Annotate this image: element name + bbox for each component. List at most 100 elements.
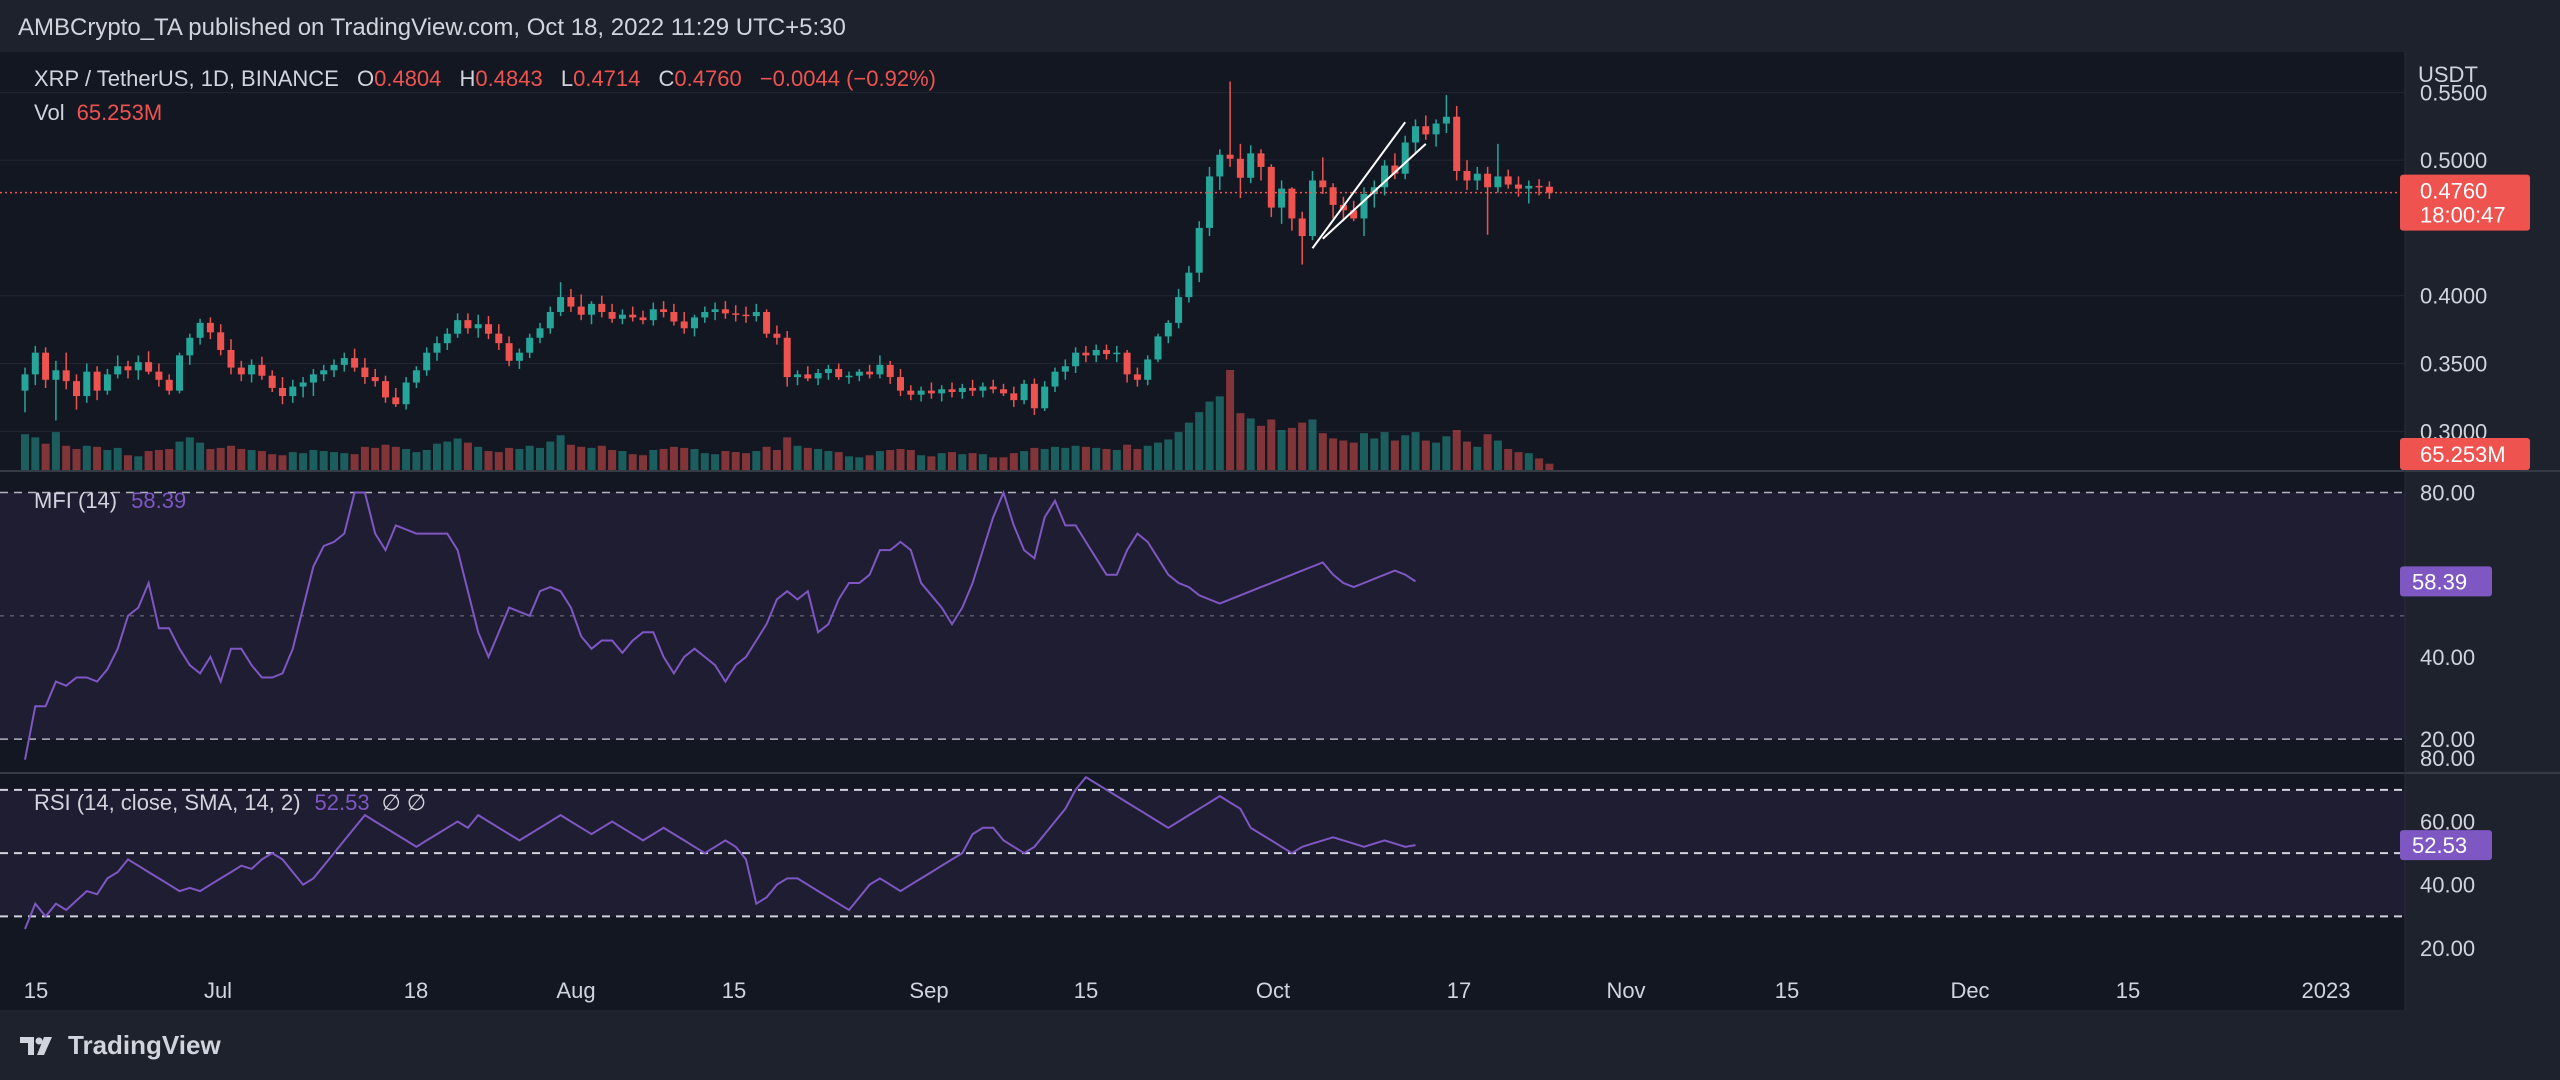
candle-body[interactable]	[1422, 126, 1430, 135]
candle-body[interactable]	[1504, 176, 1512, 185]
candle-body[interactable]	[299, 382, 307, 387]
candle-body[interactable]	[1020, 383, 1028, 401]
candle-body[interactable]	[804, 374, 812, 379]
candle-body[interactable]	[176, 355, 183, 391]
candle-body[interactable]	[732, 313, 740, 315]
candle-body[interactable]	[412, 370, 420, 383]
candle-body[interactable]	[1206, 176, 1213, 228]
candle-body[interactable]	[917, 390, 925, 395]
candle-body[interactable]	[969, 387, 977, 391]
candle-body[interactable]	[1000, 389, 1007, 394]
candle-body[interactable]	[557, 297, 565, 312]
candle-body[interactable]	[1288, 188, 1296, 219]
candle-body[interactable]	[103, 374, 111, 391]
candle-body[interactable]	[485, 324, 492, 334]
candle-body[interactable]	[1360, 194, 1368, 219]
candle-body[interactable]	[423, 352, 431, 371]
candle-body[interactable]	[1267, 166, 1275, 208]
candle-body[interactable]	[1236, 158, 1244, 178]
candle-body[interactable]	[618, 314, 626, 319]
channel-line[interactable]	[1322, 143, 1427, 240]
candle-body[interactable]	[31, 352, 39, 375]
candle-body[interactable]	[248, 364, 256, 375]
candle-body[interactable]	[958, 387, 966, 392]
candle-body[interactable]	[691, 317, 698, 329]
last-price-box[interactable]	[2400, 174, 2530, 231]
candle-body[interactable]	[588, 303, 595, 315]
candle-body[interactable]	[382, 381, 389, 398]
candle-body[interactable]	[1257, 153, 1265, 167]
price-axis-ticks[interactable]: 0.55000.50000.40000.35000.300080.0040.00…	[2420, 80, 2487, 961]
candle-body[interactable]	[1401, 142, 1409, 174]
candle-body[interactable]	[1298, 218, 1306, 237]
candle-body[interactable]	[42, 352, 50, 380]
candle-body[interactable]	[1144, 359, 1152, 380]
mfi-pane[interactable]	[0, 472, 2405, 772]
candle-body[interactable]	[701, 312, 709, 318]
mfi-line[interactable]	[24, 489, 1417, 760]
candle-body[interactable]	[62, 370, 70, 382]
chart-svg[interactable]: XRP / TetherUS, 1D, BINANCE O0.4804 H0.4…	[0, 52, 2560, 1010]
candle-body[interactable]	[897, 377, 904, 391]
candle-body[interactable]	[371, 377, 379, 382]
candle-body[interactable]	[1041, 386, 1049, 409]
candle-body[interactable]	[196, 322, 204, 338]
candle-body[interactable]	[752, 312, 760, 317]
candle-body[interactable]	[845, 375, 853, 378]
candle-body[interactable]	[1278, 188, 1286, 208]
candle-body[interactable]	[464, 320, 472, 329]
candle-body[interactable]	[1247, 153, 1255, 178]
candle-body[interactable]	[1082, 352, 1090, 356]
candle-body[interactable]	[320, 370, 328, 375]
candle-body[interactable]	[443, 333, 451, 344]
candle-body[interactable]	[1494, 176, 1502, 188]
candle-body[interactable]	[546, 312, 554, 329]
candle-body[interactable]	[886, 364, 894, 378]
candle-body[interactable]	[1164, 322, 1172, 337]
candle-body[interactable]	[577, 306, 585, 315]
candle-body[interactable]	[1535, 185, 1543, 188]
rsi-pane[interactable]	[0, 774, 2405, 1010]
candle-body[interactable]	[474, 324, 482, 329]
candle-body[interactable]	[1350, 210, 1358, 219]
candle-body[interactable]	[1391, 165, 1399, 174]
candle-body[interactable]	[1442, 116, 1450, 124]
candle-body[interactable]	[835, 368, 843, 378]
candle-body[interactable]	[824, 368, 832, 374]
candle-body[interactable]	[1453, 116, 1461, 171]
candle-body[interactable]	[536, 328, 544, 338]
candle-body[interactable]	[73, 381, 80, 397]
candle-body[interactable]	[289, 386, 297, 397]
candle-body[interactable]	[660, 309, 668, 312]
candle-body[interactable]	[1092, 349, 1100, 356]
candle-body[interactable]	[1195, 227, 1203, 273]
candle-body[interactable]	[145, 362, 153, 372]
candle-body[interactable]	[454, 320, 462, 334]
candle-body[interactable]	[927, 390, 935, 394]
candle-body[interactable]	[1515, 184, 1522, 189]
last-price-marker[interactable]: 0.4760 18:00:47	[2400, 174, 2530, 231]
candle-body[interactable]	[866, 371, 874, 375]
candle-body[interactable]	[1432, 123, 1440, 135]
candle-body[interactable]	[340, 358, 348, 365]
candle-body[interactable]	[1412, 126, 1419, 143]
candle-body[interactable]	[742, 314, 750, 317]
candle-body[interactable]	[1473, 173, 1481, 181]
candle-body[interactable]	[1113, 352, 1121, 355]
candle-body[interactable]	[402, 382, 410, 405]
candle-body[interactable]	[1185, 272, 1193, 298]
candle-body[interactable]	[495, 333, 503, 344]
candle-body[interactable]	[392, 397, 400, 405]
candle-body[interactable]	[124, 366, 132, 371]
candle-body[interactable]	[794, 374, 801, 378]
candle-body[interactable]	[608, 312, 616, 319]
candle-body[interactable]	[1309, 180, 1316, 237]
candle-body[interactable]	[114, 366, 122, 375]
candle-body[interactable]	[1051, 371, 1059, 387]
candle-body[interactable]	[979, 386, 987, 391]
candle-body[interactable]	[351, 358, 359, 368]
candle-body[interactable]	[670, 312, 678, 322]
candle-body[interactable]	[1319, 180, 1327, 188]
candle-body[interactable]	[1061, 366, 1069, 372]
candle-body[interactable]	[93, 371, 101, 391]
